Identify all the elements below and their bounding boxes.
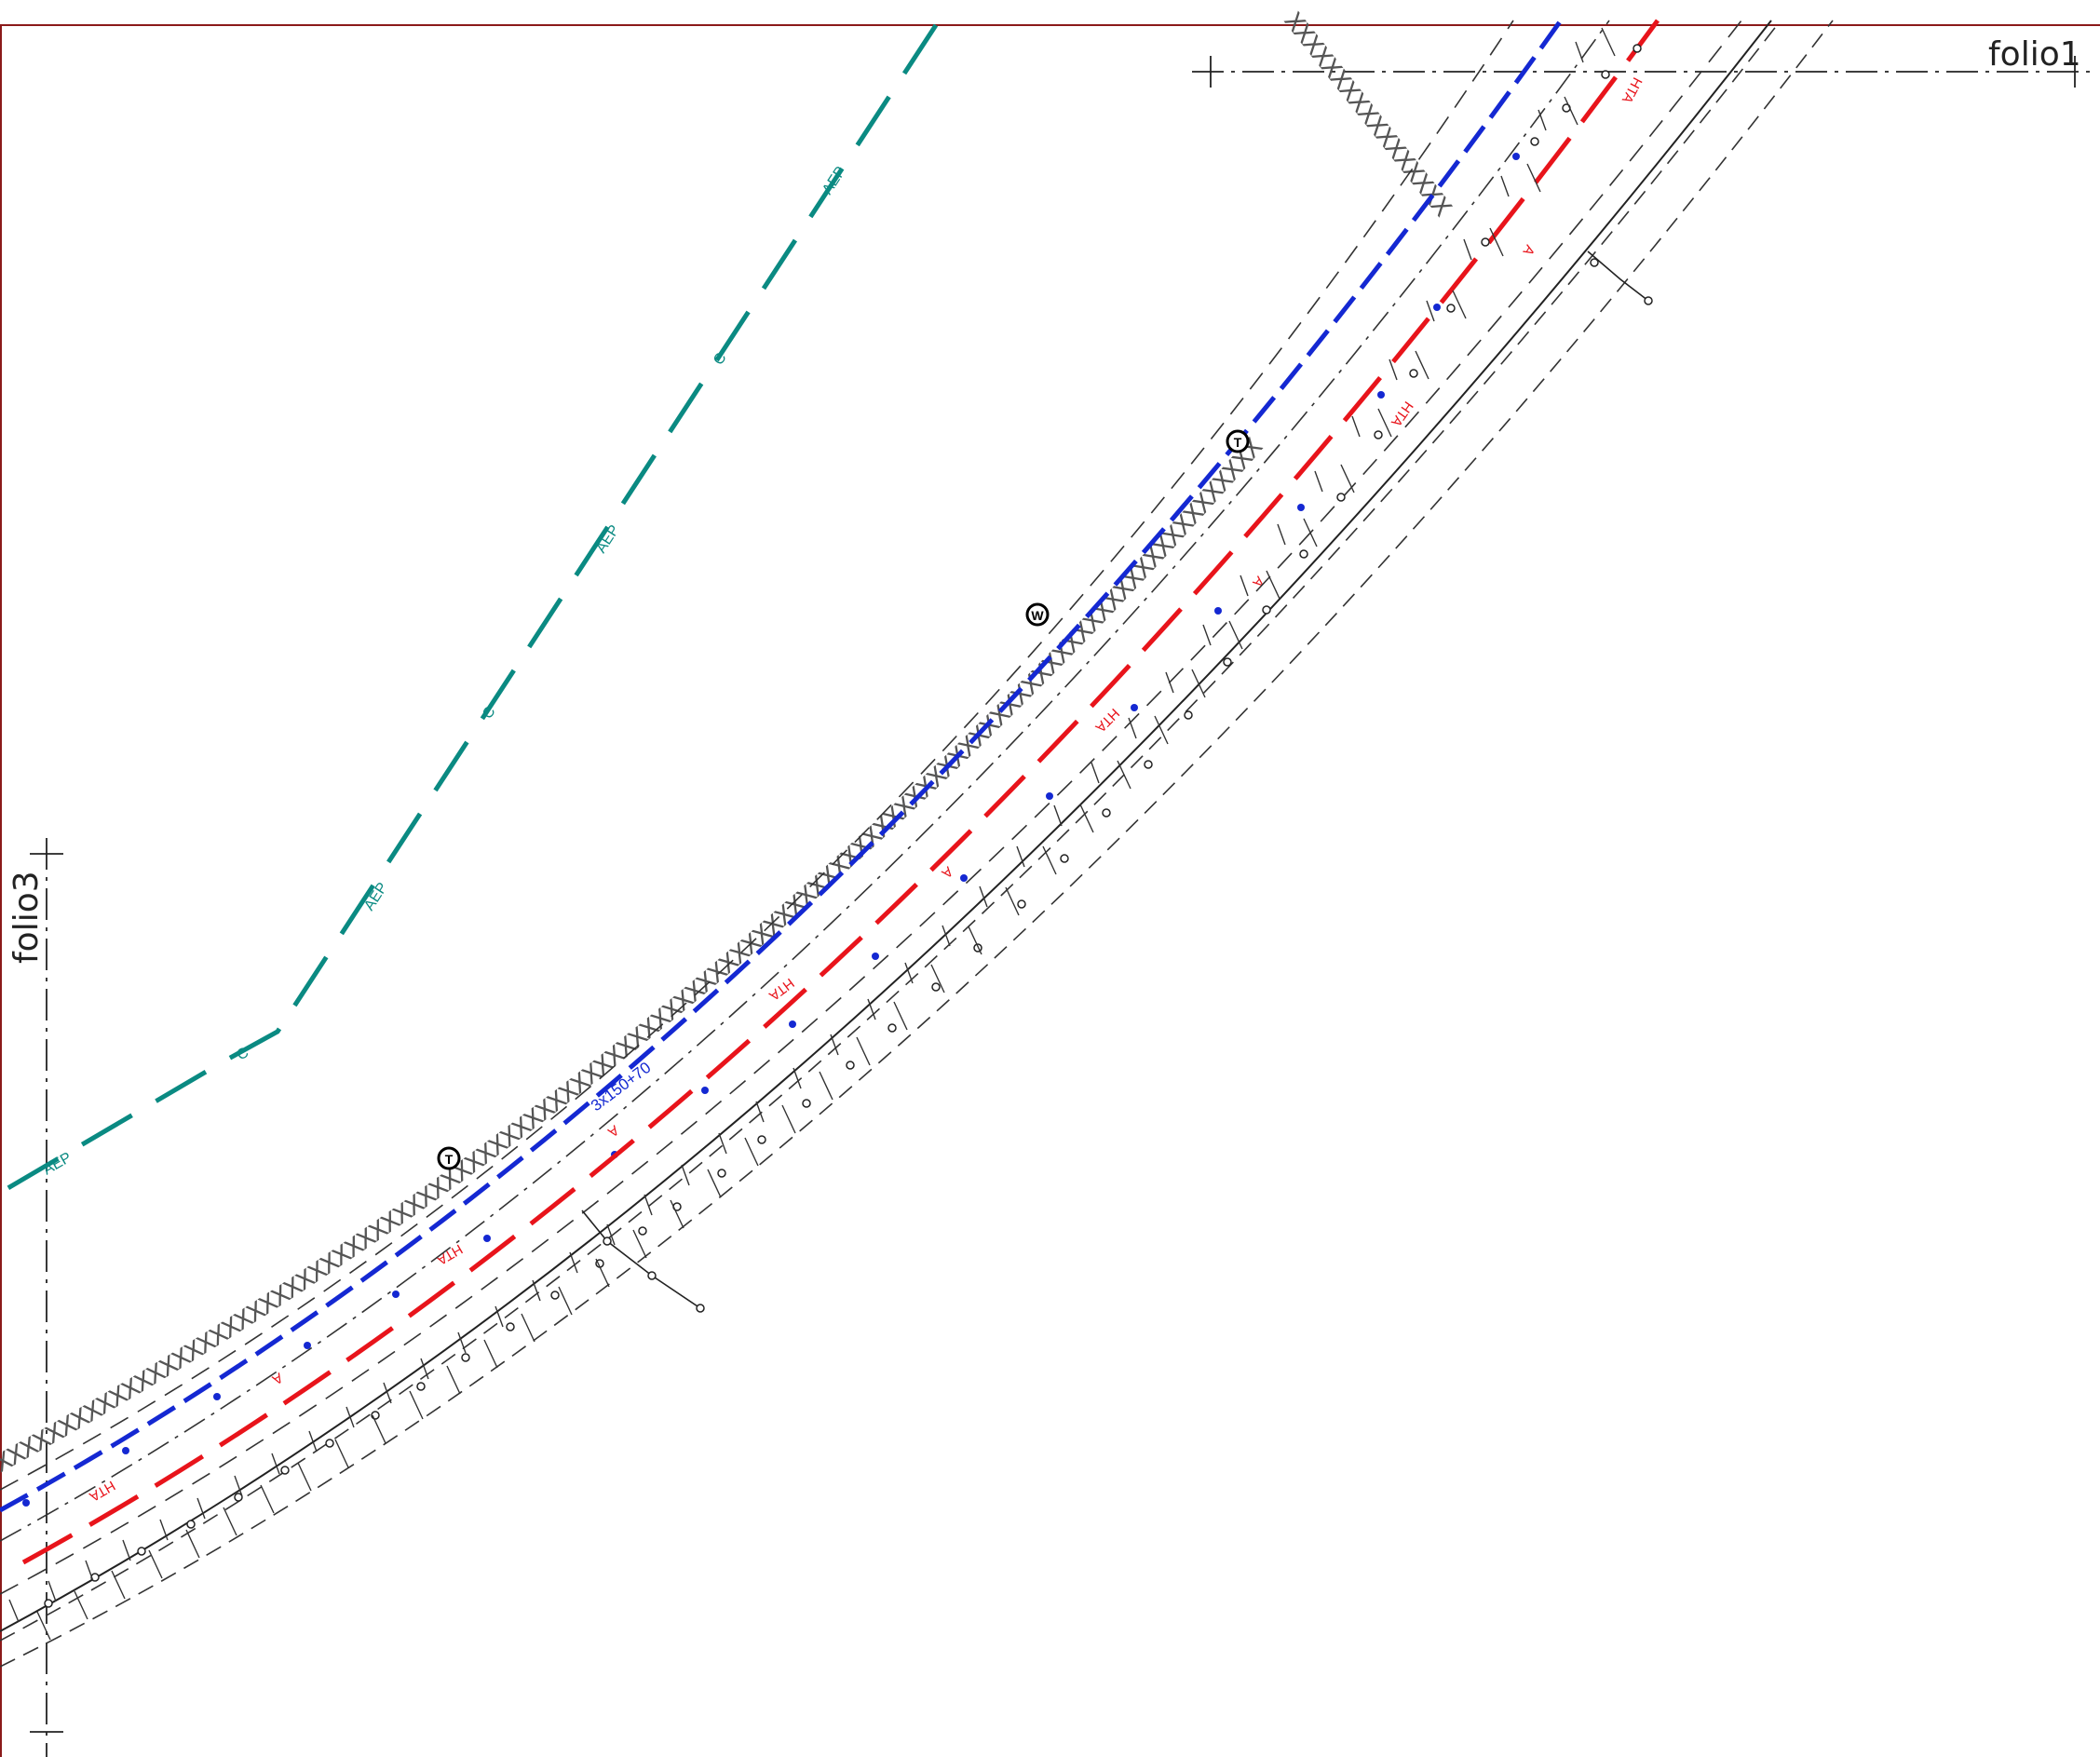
kerb-branch-points bbox=[603, 1237, 705, 1313]
folio3-reference bbox=[30, 838, 63, 1757]
sheet-frame bbox=[0, 24, 2100, 1757]
water-label: AEP bbox=[820, 164, 849, 197]
kerb-branch bbox=[581, 1210, 701, 1309]
kerb-branch bbox=[1587, 250, 1649, 302]
water-label: AEP bbox=[361, 880, 391, 913]
gas-labels: HTA A HTA A HTA A HTA A HTA A HTA bbox=[87, 74, 1645, 1505]
gas-label: A bbox=[939, 863, 956, 881]
gas-label: HTA bbox=[434, 1241, 466, 1268]
manhole-t2-symbol: T bbox=[437, 1146, 461, 1170]
water-label: AEP bbox=[41, 1150, 75, 1179]
water-label: C bbox=[711, 350, 730, 368]
water-label: C bbox=[480, 704, 499, 722]
kerb-points bbox=[44, 44, 1642, 1608]
gas-label: HTA bbox=[1092, 705, 1122, 735]
manhole-t2-label: T bbox=[445, 1152, 454, 1167]
power-cable-line bbox=[0, 19, 1564, 1513]
folio1-label: folio1 bbox=[1988, 35, 2081, 74]
water-label: AEP bbox=[593, 522, 623, 556]
fence-line: XXXXXXXXXXXXXXXXXXXXXXXXXXXXXXXXXXXXXXXX… bbox=[0, 434, 1268, 1479]
manhole-t-symbol: T bbox=[1226, 429, 1250, 453]
fence-branch: XXXXXXXXXXXXXXXXX bbox=[1279, 7, 1456, 222]
gas-label: HTA bbox=[1388, 399, 1416, 429]
kerb-line bbox=[0, 20, 1772, 1632]
gas-label: A bbox=[1520, 242, 1538, 258]
offset-lines bbox=[0, 20, 1834, 1668]
water-labels: AEP C AEP C AEP C AEP bbox=[41, 164, 849, 1178]
gas-label: A bbox=[269, 1370, 285, 1388]
kerb-hatching bbox=[8, 27, 1616, 1641]
folio3-label: folio3 bbox=[7, 871, 46, 964]
gas-hta-line bbox=[21, 19, 1660, 1565]
manhole-t-label: T bbox=[1234, 435, 1242, 450]
gas-label: HTA bbox=[87, 1478, 118, 1505]
power-cable-nodes bbox=[22, 153, 1520, 1507]
kerb-branch-points bbox=[1590, 258, 1653, 305]
gas-label: HTA bbox=[1619, 74, 1646, 105]
gas-label: A bbox=[605, 1122, 622, 1141]
folio1-reference bbox=[1192, 56, 2091, 88]
manhole-w-label: W bbox=[1031, 608, 1044, 623]
manhole-w-symbol: W bbox=[1025, 602, 1050, 627]
water-main-line bbox=[0, 23, 939, 1196]
